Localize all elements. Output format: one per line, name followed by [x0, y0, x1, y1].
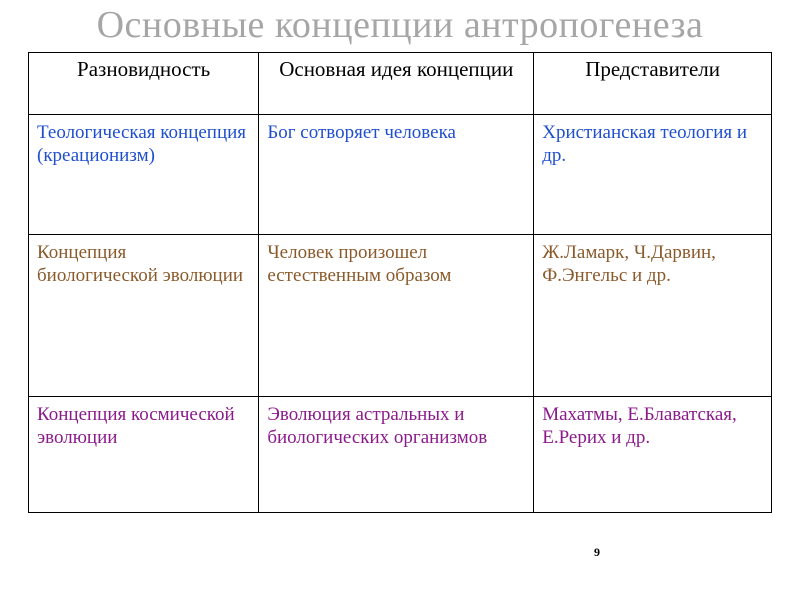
cell-variety: Концепция космической эволюции: [29, 396, 259, 512]
cell-variety: Теологическая концепция (креационизм): [29, 114, 259, 234]
table-row: Концепция биологической эволюции Человек…: [29, 234, 772, 396]
cell-reps: Махатмы, Е.Блаватская, Е.Рерих и др.: [534, 396, 772, 512]
cell-idea: Человек произошел естественным образом: [259, 234, 534, 396]
col-header-variety: Разновидность: [29, 52, 259, 114]
col-header-idea: Основная идея концепции: [259, 52, 534, 114]
slide-title: Основные концепции антропогенеза: [0, 0, 800, 48]
concepts-table: Разновидность Основная идея концепции Пр…: [28, 52, 772, 513]
cell-reps: Христианская теология и др.: [534, 114, 772, 234]
cell-idea: Эволюция астральных и биологических орга…: [259, 396, 534, 512]
table-container: Разновидность Основная идея концепции Пр…: [0, 48, 800, 513]
table-row: Теологическая концепция (креационизм) Бо…: [29, 114, 772, 234]
col-header-reps: Представители: [534, 52, 772, 114]
page-number: 9: [594, 545, 600, 560]
cell-variety: Концепция биологической эволюции: [29, 234, 259, 396]
cell-idea: Бог сотворяет человека: [259, 114, 534, 234]
cell-reps: Ж.Ламарк, Ч.Дарвин, Ф.Энгельс и др.: [534, 234, 772, 396]
table-header-row: Разновидность Основная идея концепции Пр…: [29, 52, 772, 114]
table-row: Концепция космической эволюции Эволюция …: [29, 396, 772, 512]
